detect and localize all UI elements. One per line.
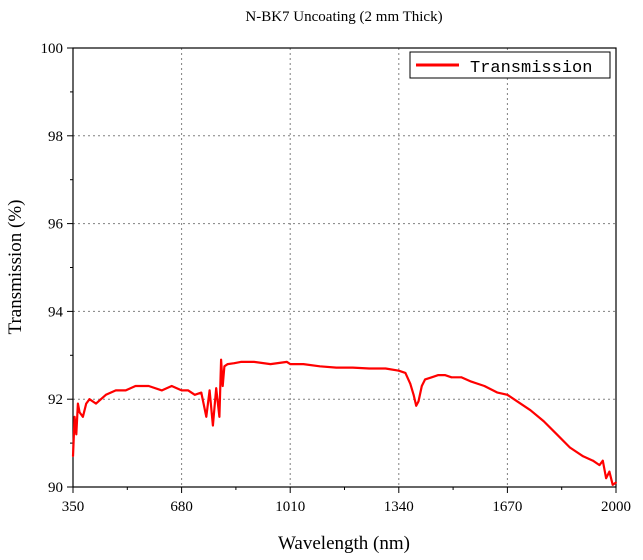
data-point [415, 404, 418, 407]
data-point [253, 361, 255, 363]
data-point [555, 433, 558, 436]
data-point [286, 361, 288, 363]
data-point [73, 415, 76, 418]
data-point [412, 393, 415, 396]
data-point [200, 391, 203, 394]
x-axis-label: Wavelength (nm) [278, 533, 410, 554]
data-point [424, 378, 426, 381]
y-tick-label: 96 [48, 217, 64, 233]
y-tick-label: 90 [48, 480, 63, 496]
data-point [302, 363, 305, 365]
data-point [409, 382, 412, 385]
data-point [483, 385, 486, 387]
data-point [351, 366, 354, 369]
data-point [82, 415, 84, 418]
data-point [450, 376, 453, 379]
tick-labels: 350 680 1010 1340 1670 2000 90 92 94 96 98 100 [41, 41, 632, 515]
grid-layer [73, 48, 616, 487]
data-point [208, 389, 211, 392]
x-tick-label: 350 [62, 499, 85, 515]
data-point [134, 385, 137, 387]
y-axis-label: Transmission (%) [5, 200, 26, 335]
data-point [470, 380, 473, 383]
data-point [437, 374, 440, 376]
data-point [223, 365, 226, 368]
data-point [611, 483, 614, 486]
data-point [221, 385, 224, 387]
data-point [529, 409, 532, 412]
data-point [220, 358, 223, 361]
plot-frame [72, 47, 617, 488]
data-point [569, 446, 571, 449]
data-point [444, 374, 446, 376]
data-point [77, 402, 79, 405]
data-point [404, 372, 407, 374]
data-point [598, 464, 601, 466]
data-point [601, 459, 604, 462]
data-point [542, 420, 545, 422]
data-point [105, 393, 107, 396]
legend: Transmission [409, 51, 611, 79]
data-point [318, 365, 321, 368]
series-layer [71, 358, 617, 486]
y-tick-label: 98 [48, 129, 63, 145]
data-point [193, 393, 196, 396]
data-point [187, 389, 190, 392]
data-point [605, 477, 607, 480]
data-point [233, 362, 236, 365]
data-point [124, 389, 127, 392]
axis-ticks [67, 47, 617, 493]
data-point [218, 415, 221, 418]
data-point [417, 400, 420, 403]
data-point [95, 402, 97, 405]
data-point [239, 361, 242, 363]
data-point [516, 400, 519, 403]
data-point [506, 393, 509, 396]
data-point [72, 455, 74, 458]
data-point [420, 385, 423, 387]
data-point [384, 367, 387, 370]
chart-title: N-BK7 Uncoating (2 mm Thick) [245, 9, 442, 25]
data-point [269, 363, 272, 365]
data-point [608, 470, 611, 473]
y-tick-label: 94 [48, 304, 64, 320]
x-tick-label: 680 [170, 499, 193, 515]
data-point [114, 389, 117, 392]
data-point [496, 391, 499, 394]
data-point [88, 398, 91, 401]
x-tick-label: 2000 [601, 499, 631, 515]
data-point [78, 411, 81, 414]
data-point [180, 389, 183, 392]
data-point [161, 389, 163, 392]
data-point [226, 363, 229, 365]
data-point [85, 402, 88, 405]
series-line-transmission [71, 358, 617, 486]
data-point [75, 433, 78, 436]
data-point [430, 376, 433, 379]
data-point [205, 415, 208, 418]
x-tick-label: 1670 [492, 499, 522, 515]
x-tick-label: 1340 [384, 499, 414, 515]
y-tick-label: 100 [41, 41, 64, 57]
data-point [368, 367, 371, 370]
data-point [215, 387, 218, 390]
data-point [147, 385, 150, 387]
data-point [592, 459, 594, 462]
data-point [170, 385, 173, 387]
data-point [460, 376, 463, 379]
data-point [335, 366, 338, 369]
legend-label-transmission: Transmission [470, 59, 592, 78]
data-point [289, 363, 292, 365]
data-point [582, 455, 584, 458]
x-tick-label: 1010 [275, 499, 305, 515]
data-point [397, 369, 400, 372]
y-tick-label: 92 [48, 392, 63, 408]
data-point [212, 424, 214, 427]
data-point [615, 481, 617, 484]
